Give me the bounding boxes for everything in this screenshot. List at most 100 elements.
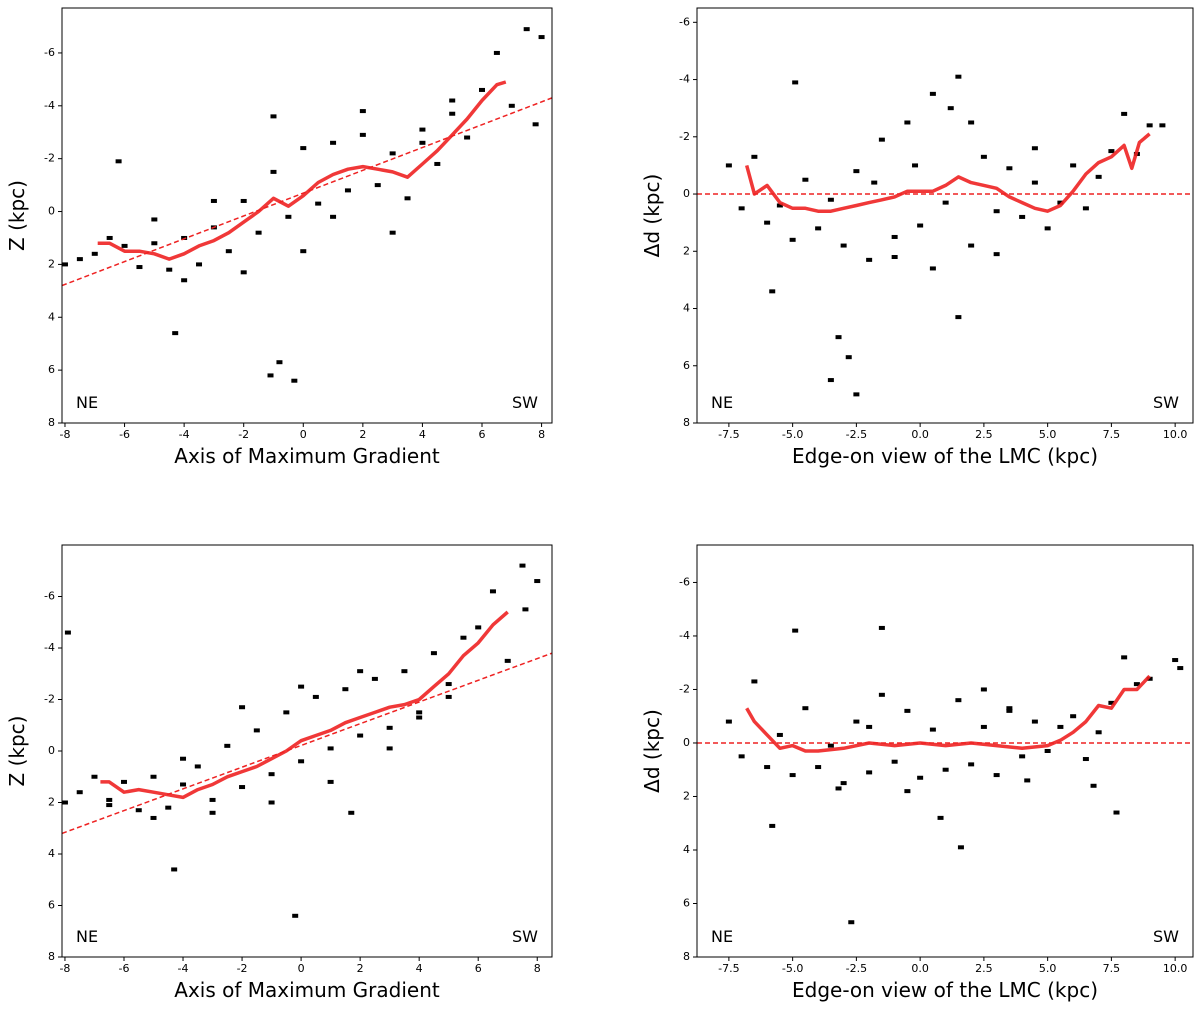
data-point (980, 154, 987, 159)
data-point (1108, 149, 1115, 154)
y-tick-label: 2 (48, 796, 55, 809)
data-point (878, 137, 885, 142)
data-point (878, 692, 885, 697)
data-point (150, 774, 157, 779)
y-axis-label: Z (kpc) (5, 180, 29, 251)
data-point (929, 266, 936, 271)
data-point (1070, 714, 1077, 719)
fit-line (61, 652, 553, 835)
data-point (357, 669, 364, 674)
y-tick-label: 6 (683, 359, 690, 372)
annotation: SW (1153, 927, 1179, 946)
data-point (172, 331, 179, 336)
data-point (449, 98, 456, 103)
data-point (493, 50, 500, 55)
x-tick-label: -8 (59, 962, 70, 975)
data-point (1031, 719, 1038, 724)
data-point (738, 754, 745, 759)
data-point (150, 815, 157, 820)
x-tick-label: 0.0 (911, 428, 929, 441)
x-tick-label: 8 (534, 962, 541, 975)
data-point (866, 257, 873, 262)
data-point (538, 35, 545, 40)
data-point (171, 867, 178, 872)
data-point (268, 772, 275, 777)
data-point (769, 823, 776, 828)
data-point (240, 198, 247, 203)
data-point (942, 200, 949, 205)
data-point (815, 226, 822, 231)
x-tick-label: 6 (475, 962, 482, 975)
data-point (917, 775, 924, 780)
data-point (534, 579, 541, 584)
data-point (942, 767, 949, 772)
data-point (1121, 655, 1128, 660)
data-point (980, 724, 987, 729)
data-point (776, 203, 783, 208)
annotation: NE (711, 393, 733, 412)
data-point (848, 920, 855, 925)
data-point (240, 270, 247, 275)
data-point (430, 651, 437, 656)
x-tick-label: -4 (178, 962, 189, 975)
data-point (1108, 700, 1115, 705)
data-point (968, 120, 975, 125)
data-point (1057, 724, 1064, 729)
data-point (751, 679, 758, 684)
data-point (764, 220, 771, 225)
y-axis-label: Δd (kpc) (640, 174, 664, 258)
data-point (106, 235, 113, 240)
data-point (276, 360, 283, 365)
data-point (449, 111, 456, 116)
x-tick-label: -5.0 (782, 428, 803, 441)
data-point (955, 315, 962, 320)
data-point (891, 759, 898, 764)
data-point (827, 378, 834, 383)
y-tick-label: -2 (679, 130, 690, 143)
data-point (1006, 708, 1013, 713)
y-tick-label: 2 (48, 257, 55, 270)
data-point (106, 803, 113, 808)
y-axis-label: Z (kpc) (5, 716, 29, 787)
data-point (267, 373, 274, 378)
data-point (508, 103, 515, 108)
data-point (853, 719, 860, 724)
data-point (840, 781, 847, 786)
data-point (300, 146, 307, 151)
data-point (445, 682, 452, 687)
axes-frame (696, 7, 1194, 424)
data-point (464, 135, 471, 140)
data-point (166, 267, 173, 272)
data-point (285, 214, 292, 219)
data-point (359, 109, 366, 114)
data-point (912, 163, 919, 168)
x-tick-label: 2 (359, 428, 366, 441)
data-point (283, 710, 290, 715)
x-tick-label: 0 (298, 962, 305, 975)
data-point (532, 122, 539, 127)
data-point (76, 257, 83, 262)
data-point (151, 217, 158, 222)
data-point (165, 805, 172, 810)
data-point (239, 705, 246, 710)
data-point (845, 355, 852, 360)
data-point (769, 289, 776, 294)
x-tick-label: -2.5 (846, 428, 867, 441)
data-point (866, 770, 873, 775)
data-point (955, 74, 962, 79)
data-point (1133, 682, 1140, 687)
data-point (225, 249, 232, 254)
data-point (253, 728, 260, 733)
data-point (91, 774, 98, 779)
y-tick-label: -6 (44, 590, 55, 603)
x-tick-label: 4 (416, 962, 423, 975)
y-tick-label: 4 (683, 843, 690, 856)
data-point (404, 196, 411, 201)
y-tick-label: 4 (683, 302, 690, 315)
data-point (1070, 163, 1077, 168)
data-point (1159, 123, 1166, 128)
data-point (115, 159, 122, 164)
data-point (904, 708, 911, 713)
annotation: SW (512, 393, 538, 412)
annotation: SW (1153, 393, 1179, 412)
